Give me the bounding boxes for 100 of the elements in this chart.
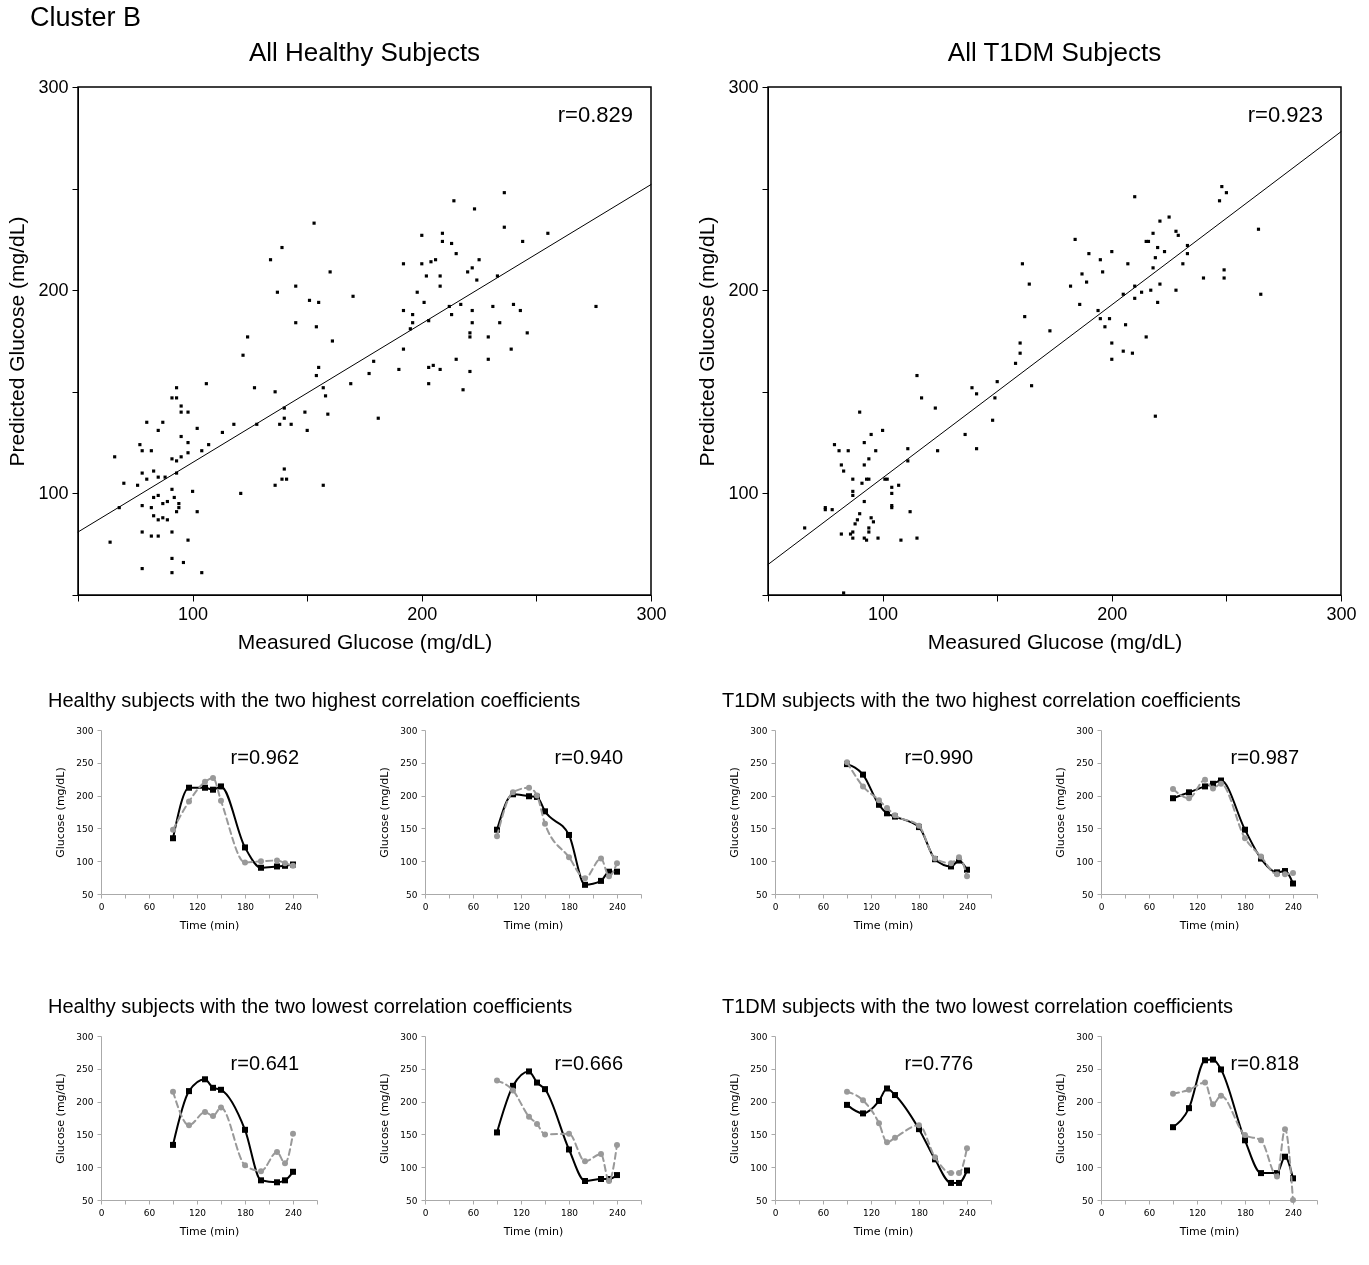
x-tick-label: 240	[958, 901, 977, 912]
y-tick-label: 300	[728, 76, 759, 97]
y-tick-label: 50	[756, 1195, 768, 1206]
x-tick-label: 180	[1236, 1207, 1255, 1218]
point	[1210, 1056, 1216, 1063]
chart-title: T1DM subjects with the two lowest correlation coefficients	[722, 994, 1233, 1019]
y-tick-label: 50	[406, 889, 418, 900]
point	[186, 1088, 192, 1095]
y-tick-label: 300	[400, 1031, 418, 1042]
y-tick-label: 50	[82, 889, 94, 900]
point	[860, 783, 866, 790]
point	[892, 1134, 898, 1141]
point	[494, 833, 500, 840]
point	[916, 1122, 922, 1129]
x-tick-label: 120	[188, 901, 207, 912]
x-tick-label: 0	[422, 1207, 429, 1218]
point	[598, 1176, 604, 1183]
y-tick-label: 150	[400, 823, 418, 834]
y-axis-title: Glucose (mg/dL)	[728, 767, 742, 858]
x-tick-label: 240	[608, 901, 627, 912]
point	[1282, 1126, 1288, 1133]
x-tick-label: 60	[1143, 901, 1156, 912]
point	[202, 1076, 208, 1083]
point	[566, 831, 572, 838]
x-tick-label: 120	[188, 1207, 207, 1218]
point	[614, 1172, 620, 1179]
point	[582, 875, 588, 882]
point	[258, 1177, 264, 1184]
point	[892, 1092, 898, 1099]
y-tick-label: 200	[728, 279, 759, 300]
annotation: r=0.990	[904, 746, 973, 768]
point	[218, 1086, 224, 1093]
point	[210, 1113, 216, 1120]
y-axis-title: Glucose (mg/dL)	[378, 767, 392, 858]
point	[1258, 1137, 1264, 1144]
x-tick-label: 240	[608, 1207, 627, 1218]
point	[210, 1084, 216, 1091]
point	[614, 1141, 620, 1148]
point	[170, 1141, 176, 1148]
point	[948, 1179, 954, 1186]
annotation: r=0.962	[230, 746, 299, 768]
point	[202, 1109, 208, 1116]
x-tick-label: 200	[1097, 603, 1128, 624]
point	[494, 1077, 500, 1084]
point	[1202, 783, 1208, 790]
point	[202, 778, 208, 785]
point	[290, 1168, 296, 1175]
x-tick-label: 60	[1143, 1207, 1156, 1218]
point	[1242, 1132, 1248, 1139]
point	[1170, 795, 1176, 802]
point	[274, 863, 280, 870]
x-tick-label: 240	[958, 1207, 977, 1218]
point	[1202, 776, 1208, 783]
point	[1282, 1153, 1288, 1160]
y-tick-label: 100	[728, 482, 759, 503]
point	[844, 1101, 850, 1108]
annotation: r=0.776	[904, 1052, 973, 1074]
annotation: r=0.940	[554, 746, 623, 768]
x-tick-label: 180	[910, 901, 929, 912]
x-axis-title: Time (min)	[502, 1224, 564, 1238]
point	[218, 1104, 224, 1111]
x-axis-title: Time (min)	[852, 1224, 914, 1238]
y-axis-title: Predicted Glucose (mg/dL)	[695, 216, 719, 467]
point	[542, 1086, 548, 1093]
point	[1186, 1086, 1192, 1093]
x-tick-label: 180	[560, 1207, 579, 1218]
x-axis-title: Measured Glucose (mg/dL)	[237, 629, 493, 653]
y-tick-label: 200	[400, 1097, 418, 1108]
point	[170, 835, 176, 842]
x-tick-label: 120	[1188, 901, 1207, 912]
x-axis-title: Time (min)	[178, 1224, 240, 1238]
point	[274, 1179, 280, 1186]
point	[1210, 1101, 1216, 1108]
y-axis-title: Glucose (mg/dL)	[54, 767, 68, 858]
chart-title: Healthy subjects with the two highest correlation coefficients	[48, 688, 581, 713]
point	[598, 1151, 604, 1158]
x-tick-label: 120	[1188, 1207, 1207, 1218]
x-tick-label: 60	[467, 901, 480, 912]
point	[1218, 1092, 1224, 1099]
y-tick-label: 300	[750, 1031, 768, 1042]
point	[202, 784, 208, 791]
y-tick-label: 300	[750, 725, 768, 736]
point	[582, 1177, 588, 1184]
point	[534, 1120, 540, 1127]
x-tick-label: 0	[1098, 1207, 1105, 1218]
point	[242, 844, 248, 851]
x-axis-title: Measured Glucose (mg/dL)	[927, 629, 1183, 653]
point	[1242, 835, 1248, 842]
y-tick-label: 250	[76, 758, 94, 769]
x-tick-label: 60	[143, 1207, 156, 1218]
point	[186, 1122, 192, 1129]
annotation: r=0.666	[554, 1052, 623, 1074]
point	[258, 864, 264, 871]
y-axis-title: Glucose (mg/dL)	[1054, 1073, 1068, 1164]
y-tick-label: 100	[38, 482, 69, 503]
x-tick-label: 180	[560, 901, 579, 912]
y-tick-label: 300	[1076, 725, 1094, 736]
point	[964, 1167, 970, 1174]
point	[614, 860, 620, 867]
x-tick-label: 120	[512, 1207, 531, 1218]
